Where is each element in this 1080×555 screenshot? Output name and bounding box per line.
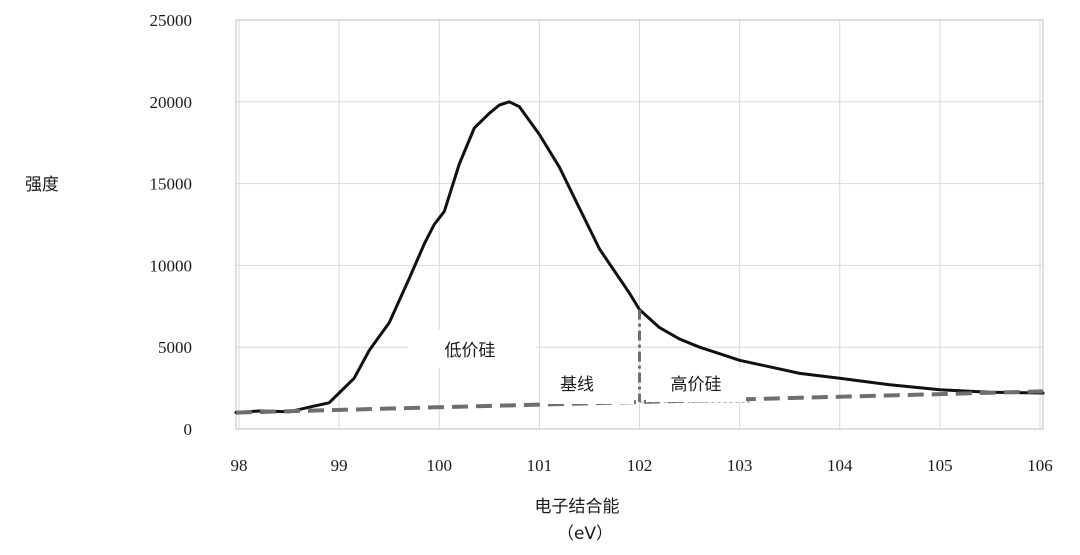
y-tick-label-1: 5000 — [158, 338, 192, 357]
x-tick-label-1: 99 — [331, 456, 348, 475]
y-tick-labels: 0 5000 10000 15000 20000 25000 — [150, 11, 193, 439]
y-tick-label-2: 10000 — [150, 256, 193, 275]
annotation-low-silicon: 低价硅 — [445, 341, 496, 361]
x-tick-label-5: 103 — [727, 456, 753, 475]
series-group — [234, 100, 1045, 415]
x-tick-label-2: 100 — [427, 456, 453, 475]
x-tick-label-8: 106 — [1027, 456, 1053, 475]
y-tick-label-4: 20000 — [150, 93, 193, 112]
x-tick-label-3: 101 — [527, 456, 553, 475]
x-tick-label-0: 98 — [231, 456, 248, 475]
y-tick-label-3: 15000 — [150, 175, 193, 194]
annotation-baseline-bg — [540, 366, 634, 404]
x-tick-labels: 98 99 100 101 102 103 104 105 106 — [231, 456, 1053, 475]
y-axis-label: 强度 — [25, 175, 59, 195]
y-tick-label-0: 0 — [184, 420, 193, 439]
y-tick-label-5: 25000 — [150, 11, 193, 30]
plot-border — [235, 19, 1044, 430]
x-axis-label: 电子结合能 — [535, 497, 620, 517]
x-tick-label-7: 105 — [927, 456, 953, 475]
annotation-high-silicon: 高价硅 — [671, 375, 722, 395]
x-axis-unit: （eV） — [557, 524, 613, 544]
xps-spectrum-line — [234, 100, 1045, 415]
annotation-baseline: 基线 — [560, 375, 594, 395]
annotation-high-bg — [646, 368, 746, 402]
annotation-low-bg — [408, 330, 536, 368]
plot-frame — [235, 19, 1044, 430]
x-tick-label-6: 104 — [827, 456, 853, 475]
x-tick-label-4: 102 — [627, 456, 653, 475]
baseline-dashed-line — [235, 389, 1044, 415]
